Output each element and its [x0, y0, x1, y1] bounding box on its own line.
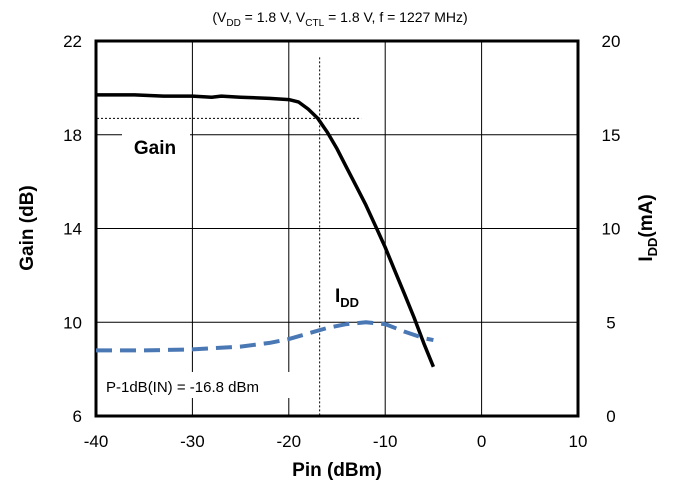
- plot-frame: [94, 39, 580, 418]
- idd-series-line: [96, 320, 434, 353]
- y2-tick-labels: 0 5 10 15 20: [602, 32, 621, 426]
- x-tick-label: 10: [569, 432, 588, 451]
- series-layer: [96, 93, 436, 368]
- y-tick-label: 6: [73, 407, 82, 426]
- x-tick-labels: -40 -30 -20 -10 0 10: [84, 432, 588, 451]
- p1db-annotation: P-1dB(IN) = -16.8 dBm: [106, 379, 259, 396]
- y2-axis-title: IDD(mA): [636, 194, 660, 261]
- y-axis-title: Gain (dB): [17, 185, 38, 271]
- y-tick-label: 22: [63, 32, 82, 51]
- plot-border: [94, 39, 580, 418]
- gain-label-background: [122, 130, 190, 158]
- y-tick-label: 10: [63, 313, 82, 332]
- x-tick-label: -30: [180, 432, 205, 451]
- gain-series-label: Gain: [134, 138, 176, 159]
- x-tick-label: -20: [277, 432, 302, 451]
- x-tick-label: -40: [84, 432, 109, 451]
- y2-tick-label: 0: [606, 407, 615, 426]
- chart-title: (VDD = 1.8 V, VCTL = 1.8 V, f = 1227 MHz…: [212, 9, 467, 29]
- y2-tick-label: 5: [606, 313, 615, 332]
- y-tick-label: 14: [63, 220, 82, 239]
- x-tick-label: -10: [373, 432, 398, 451]
- p1db-guide-lines: [97, 57, 362, 416]
- y-tick-labels: 6 10 14 18 22: [63, 32, 82, 426]
- x-axis-title: Pin (dBm): [292, 460, 382, 481]
- y2-tick-label: 20: [602, 32, 621, 51]
- x-tick-label: 0: [477, 432, 486, 451]
- idd-series-label: IDD: [335, 286, 359, 310]
- p1db-label-background: [101, 372, 313, 398]
- y2-tick-label: 10: [602, 220, 621, 239]
- y2-tick-label: 15: [602, 126, 621, 145]
- y-tick-label: 18: [63, 126, 82, 145]
- gain-series-line: [96, 93, 436, 368]
